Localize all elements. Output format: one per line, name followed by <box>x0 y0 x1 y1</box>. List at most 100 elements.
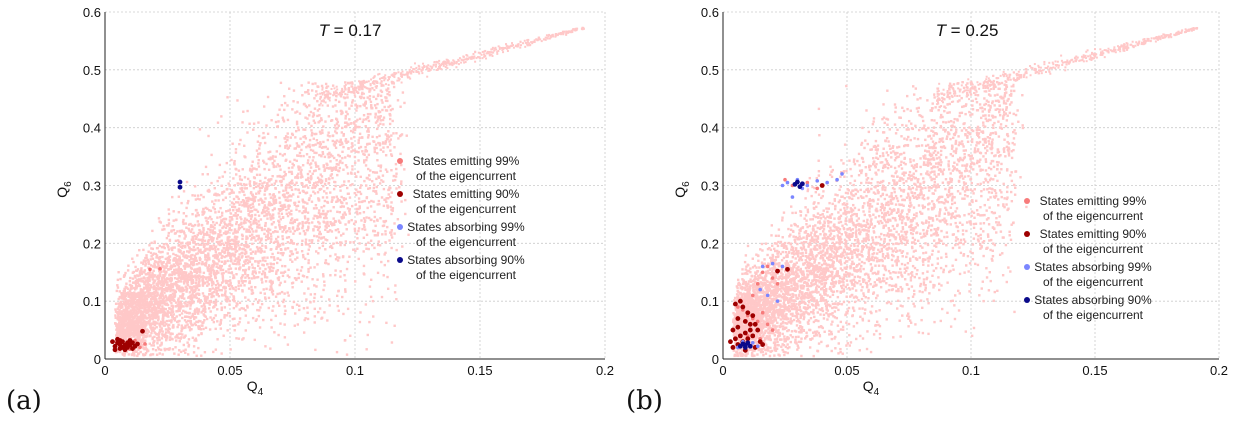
cloud-point <box>292 193 295 196</box>
cloud-point <box>230 271 234 274</box>
cloud-point <box>200 262 204 266</box>
cloud-point <box>215 293 218 296</box>
cloud-point <box>216 255 220 258</box>
cloud-point <box>391 206 395 210</box>
cloud-point <box>369 169 372 172</box>
cloud-point <box>288 186 291 189</box>
cloud-point <box>364 118 368 121</box>
cloud-point <box>163 348 167 352</box>
cloud-point <box>131 327 134 330</box>
cloud-point <box>280 175 284 179</box>
cloud-point <box>324 248 327 251</box>
cloud-point <box>218 176 221 179</box>
cloud-point <box>403 73 406 76</box>
cloud-point <box>191 238 195 241</box>
cloud-point <box>177 277 180 280</box>
cloud-point <box>388 93 391 97</box>
cloud-point <box>180 274 184 277</box>
cloud-point <box>336 173 339 177</box>
cloud-point <box>114 310 118 313</box>
cloud-point <box>304 209 307 212</box>
cloud-point <box>151 309 154 312</box>
cloud-point <box>341 126 344 130</box>
cloud-point <box>135 293 139 296</box>
cloud-point <box>306 202 309 205</box>
cloud-point <box>120 313 123 316</box>
cloud-point <box>263 181 266 184</box>
cloud-point <box>278 174 281 178</box>
cloud-point <box>194 259 198 262</box>
cloud-point <box>254 213 257 217</box>
cloud-point <box>247 267 251 271</box>
cloud-point <box>263 204 267 207</box>
cloud-point <box>233 242 236 246</box>
cloud-point <box>148 305 152 309</box>
cloud-point <box>181 246 184 249</box>
cloud-point <box>313 107 317 110</box>
cloud-point <box>295 208 298 211</box>
cloud-point <box>147 262 151 266</box>
cloud-point <box>219 268 222 272</box>
cloud-point <box>375 106 378 110</box>
cloud-point <box>256 247 260 250</box>
cloud-point <box>212 301 216 304</box>
cloud-point <box>274 240 277 244</box>
cloud-point <box>125 317 129 320</box>
cloud-point <box>331 84 335 87</box>
cloud-point <box>358 242 361 245</box>
cloud-point <box>291 286 294 289</box>
cloud-point <box>270 281 273 285</box>
cloud-point <box>174 239 178 243</box>
cloud-point <box>315 214 318 218</box>
cloud-point <box>342 145 345 149</box>
cloud-point <box>133 354 136 357</box>
cloud-point <box>262 288 265 291</box>
cloud-point <box>164 335 167 339</box>
cloud-point <box>207 307 211 310</box>
cloud-point <box>195 286 199 289</box>
cloud-point <box>281 116 284 119</box>
cloud-point <box>274 155 277 158</box>
cloud-point <box>124 350 128 354</box>
cloud-point <box>343 339 347 342</box>
cloud-point <box>367 80 370 83</box>
cloud-point <box>176 254 179 258</box>
cloud-point <box>120 334 123 338</box>
cloud-point <box>201 276 205 280</box>
cloud-point <box>309 301 312 304</box>
cloud-point <box>271 280 274 283</box>
cloud-point <box>114 308 117 311</box>
cloud-point <box>230 285 234 288</box>
cloud-point <box>324 120 327 123</box>
cloud-point <box>317 239 320 242</box>
cloud-point <box>318 246 321 250</box>
cloud-point <box>351 168 354 171</box>
cloud-point <box>257 261 260 265</box>
cloud-point <box>130 328 133 332</box>
cloud-point <box>316 191 320 194</box>
cloud-point <box>258 147 261 150</box>
cloud-point <box>260 228 264 232</box>
cloud-point <box>304 104 308 108</box>
cloud-point <box>381 142 385 145</box>
cloud-point <box>327 224 330 228</box>
cloud-point <box>157 315 160 318</box>
cloud-point <box>175 310 178 313</box>
cloud-point <box>189 303 193 306</box>
cloud-point <box>208 256 211 260</box>
cloud-point <box>215 279 219 283</box>
cloud-point <box>327 177 331 180</box>
cloud-point <box>286 229 289 233</box>
cloud-point <box>290 195 293 198</box>
cloud-point <box>156 319 160 322</box>
cloud-point <box>228 209 232 212</box>
cloud-point <box>334 253 337 256</box>
cloud-point <box>287 166 291 170</box>
cloud-point <box>265 209 268 212</box>
cloud-point <box>124 304 127 308</box>
cloud-point <box>276 277 280 280</box>
cloud-point <box>132 328 135 331</box>
cloud-point <box>209 231 212 234</box>
cloud-point <box>239 216 242 219</box>
cloud-point <box>366 136 370 139</box>
